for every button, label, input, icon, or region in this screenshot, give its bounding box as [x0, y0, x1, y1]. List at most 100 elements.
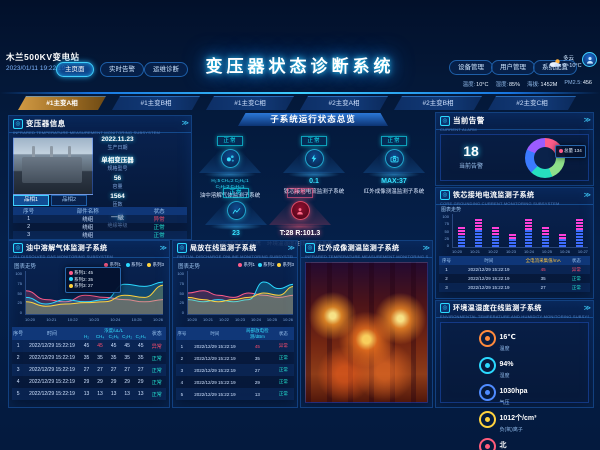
alarm-donut-chart[interactable] [525, 138, 565, 178]
tab-2-main-c[interactable]: #2主变C相 [488, 96, 576, 110]
tab-1-main-b[interactable]: #1主变B相 [112, 96, 200, 110]
ion-icon [478, 411, 496, 428]
panel-subtitle: PARTIAL DISCHARGE ONLINE MONITORING SUBS… [177, 254, 293, 259]
table-row[interactable]: 2 2022/12/29 15:22:19 35 35 35 35 35 正常 [12, 352, 166, 364]
table-row[interactable]: 1 2022/12/29 15:22:19 45 异常 [176, 340, 294, 352]
status-badge: 正常 [301, 136, 327, 146]
chart-tooltip: 系列1: 45 系列2: 35 系列3: 27 [65, 267, 121, 293]
y-axis: 100 75 50 25 0 [442, 214, 449, 248]
table-header: 序号 部件名称 状态 [13, 207, 187, 215]
table-row[interactable]: 2 2022/12/29 15:22:19 35 正常 [439, 274, 590, 283]
panel-subtitle: OIL DISSOLVED GAS MONITORING SUBSYSTEM [13, 254, 113, 259]
metric-wind-direction: 北风向 [478, 433, 551, 450]
infrared-thermal-panel: ◎ 红外成像测温监测子系统 INFRARED TEMPERATURE MEASU… [300, 240, 433, 408]
table-row[interactable]: 4 2022/12/29 15:22:19 29 29 29 29 29 正常 [12, 376, 166, 388]
view-tab-2[interactable]: 品相2 [51, 195, 87, 206]
field-model: 单相变压器 规格型号 [101, 157, 134, 172]
tab-2-main-b[interactable]: #2主变B相 [394, 96, 482, 110]
legend-item[interactable]: 系列3 [277, 262, 294, 268]
panel-badge-icon: ◎ [177, 243, 187, 253]
table-row[interactable]: 3 绕组 正常 [13, 231, 187, 239]
header-divider [0, 92, 600, 94]
partial-discharge-panel: ◎ 局放在线监测子系统 PARTIAL DISCHARGE ONLINE MON… [172, 240, 298, 408]
legend-item[interactable]: 系列1 [104, 262, 121, 268]
item-value-2: C₂H₂:2 C₂H₄:1 [215, 183, 245, 189]
nav-maintenance-diagnosis[interactable]: 运维诊断 [144, 62, 188, 77]
overview-item-core-current[interactable]: 正常 0.1 铁芯接地电流监测子系统 [276, 129, 352, 195]
panel-subtitle: INFRARED TEMPERATURE MEASUREMENT MONITOR… [305, 254, 428, 259]
item-value: T:28 R:101.3 [279, 230, 321, 237]
nav-realtime-alarm[interactable]: 实时告警 [100, 62, 144, 77]
view-tab-1[interactable]: 品相1 [13, 195, 49, 206]
field-production-date: 2022.11.23 生产日期 [101, 136, 134, 151]
legend-item[interactable]: 系列2 [257, 262, 274, 268]
core-current-bar-chart [452, 214, 588, 248]
current-alarm-panel: ◎ 当前告警 CURRENT ALARM ≫ 18 当前告警 总量 134 [435, 112, 594, 186]
item-label: 油中溶解气体监测子系统 [199, 193, 261, 199]
chart-label: 图表走势 [14, 264, 37, 270]
panel-header: ◎ 变压器信息 INFRARED TEMPERATURE MEASUREMENT… [9, 116, 191, 135]
legend-item[interactable]: 系列3 [147, 262, 164, 268]
item-label: 铁芯接地电流监测子系统 [283, 189, 345, 195]
table-row[interactable]: 2 2022/12/29 15:22:19 35 正常 [176, 352, 294, 364]
nav-device-management[interactable]: 设备管理 [449, 60, 493, 75]
overview-item-infrared[interactable]: 正常 MAX:37 红外成像测温监测子系统 [356, 129, 432, 195]
table-row[interactable]: 1 绕组 异常 [13, 215, 187, 223]
overview-title: 子系统运行状态总览 [238, 113, 388, 126]
table-row[interactable]: 5 2022/12/29 15:22:19 13 正常 [176, 388, 294, 400]
table-row[interactable]: 5 2022/12/29 15:22:19 13 13 13 13 13 正常 [12, 388, 166, 400]
nav-main-page[interactable]: 主页面 [56, 62, 94, 77]
env-humidity: 湿度:85% [495, 82, 521, 88]
item-value: 23 [232, 230, 240, 237]
status-badge: 正常 [217, 136, 243, 146]
table-row[interactable]: 1 2022/12/29 15:22:19 45 异常 [439, 265, 590, 274]
x-axis: 10:20 10:21 10:22 10:23 10:24 10:25 10:26 [187, 317, 293, 322]
environment-panel: ◎ 环境温湿度在线监测子系统 ENVIRONMENTAL TEMPERATURE… [435, 300, 594, 450]
core-current-panel: ◎ 铁芯接地电流监测子系统 CORE GROUNDING CURRENT MON… [435, 187, 594, 299]
panel-title: 油中溶解气体监测子系统 [26, 245, 108, 252]
panel-subtitle: CORE GROUNDING CURRENT MONITORING SUBSYS… [440, 201, 560, 206]
panel-title: 环境温湿度在线监测子系统 [453, 305, 542, 312]
item-value: H₂:5 CH₄:2 C₂H₆:1 [211, 178, 249, 183]
table-row[interactable]: 3 2022/12/29 15:22:19 27 27 27 27 27 正常 [12, 364, 166, 376]
overview-item-oil-gas[interactable]: 正常 H₂:5 CH₄:2 C₂H₆:1 C₂H₂:2 C₂H₄:1 油中溶解气… [192, 129, 268, 199]
env-temp: 温度:10°C [462, 82, 489, 88]
station-info: 木兰500KV变电站 2023/01/11 19:22:19 [6, 51, 80, 72]
panel-header: ◎ 局放在线监测子系统 PARTIAL DISCHARGE ONLINE MON… [173, 241, 297, 259]
tab-2-main-a[interactable]: #2主变A相 [300, 96, 388, 110]
table-row[interactable]: 1 2022/12/29 15:22:19 45 45 45 45 45 异常 [12, 340, 166, 352]
chart-icon [226, 201, 246, 220]
pressure-icon [478, 384, 496, 401]
page-title: 变压器状态诊断系统 [205, 57, 395, 76]
nav-user-management[interactable]: 用户管理 [491, 60, 535, 75]
chart-label: 图表走势 [178, 264, 201, 270]
status-badge: 正常 [223, 188, 249, 198]
table-header: 序号 时间 全电流采集值/mA 状态 [439, 256, 590, 265]
panel-badge-icon: ◎ [13, 243, 23, 253]
nav-system-config[interactable]: 系统配置 [533, 60, 577, 75]
avatar[interactable] [582, 52, 597, 67]
wind-direction-icon [478, 438, 496, 450]
panel-subtitle: ENVIRONMENTAL TEMPERATURE AND HUMIDITY M… [440, 314, 589, 319]
table-row[interactable]: 3 2022/12/29 15:22:19 27 正常 [439, 283, 590, 292]
table-row[interactable]: 2 绕组 正常 [13, 223, 187, 231]
item-label: 红外成像测温监测子系统 [363, 189, 425, 195]
humidity-icon [478, 357, 496, 374]
subsystem-overview: 子系统运行状态总览 正常 H₂:5 CH₄:2 C₂H₆:1 C₂H₂:2 C₂… [192, 113, 432, 247]
table-row[interactable]: 4 2022/12/29 15:22:19 29 正常 [176, 376, 294, 388]
legend-item[interactable]: 系列2 [125, 262, 142, 268]
alarm-body: 18 当前告警 总量 134 [440, 134, 589, 181]
legend-item[interactable]: 系列1 [238, 262, 255, 268]
env-altitude: 海拔:1452M [527, 82, 558, 88]
overview-item-environment[interactable]: 异常 T:28 R:101.3 环境温湿度在线监测子系统 [256, 181, 344, 247]
pd-area-chart [187, 271, 293, 315]
table-row[interactable]: 3 2022/12/29 15:22:19 27 正常 [176, 364, 294, 376]
thermal-image[interactable] [305, 262, 428, 403]
tab-1-main-a[interactable]: #1主变A相 [18, 96, 106, 110]
status-badge: 异常 [287, 188, 313, 198]
panel-header: ◎ 油中溶解气体监测子系统 OIL DISSOLVED GAS MONITORI… [9, 241, 169, 259]
overview-item-partial-discharge[interactable]: 正常 23 局放在线监测子系统 [194, 181, 278, 247]
tab-1-main-c[interactable]: #1主变C相 [206, 96, 294, 110]
metric-pressure: 1030hpa 气压 [478, 379, 551, 406]
